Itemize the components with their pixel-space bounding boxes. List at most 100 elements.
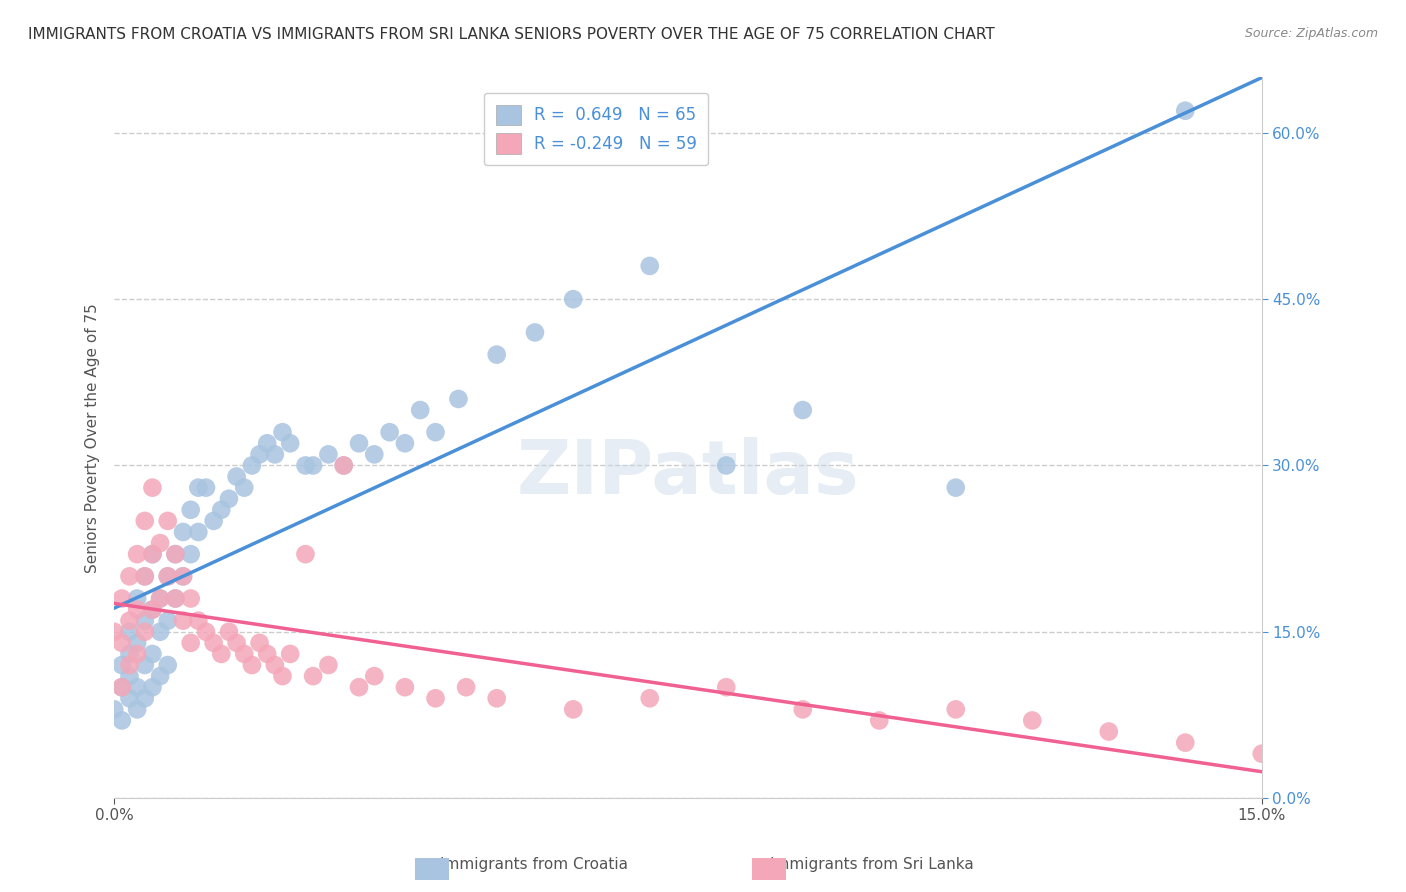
Point [149, 669, 172, 683]
Point [172, 614, 194, 628]
Point [103, 624, 125, 639]
Point [249, 636, 271, 650]
Point [347, 680, 370, 694]
Point [332, 458, 354, 473]
Point [187, 614, 209, 628]
Point [172, 524, 194, 539]
Point [302, 669, 325, 683]
Point [156, 569, 179, 583]
Point [141, 602, 163, 616]
Point [141, 647, 163, 661]
Point [187, 481, 209, 495]
Point [425, 691, 447, 706]
Point [141, 602, 163, 616]
Point [318, 447, 340, 461]
Point [256, 647, 278, 661]
Point [716, 680, 738, 694]
Point [156, 569, 179, 583]
Point [249, 447, 271, 461]
Point [149, 536, 172, 550]
Point [225, 469, 247, 483]
Point [378, 425, 401, 440]
Text: Immigrants from Croatia: Immigrants from Croatia [440, 857, 628, 872]
Point [180, 636, 202, 650]
Point [118, 569, 141, 583]
Point [363, 447, 385, 461]
Point [134, 691, 156, 706]
Point [1098, 724, 1121, 739]
Point [141, 481, 163, 495]
Point [347, 436, 370, 450]
Point [134, 658, 156, 673]
Point [127, 602, 149, 616]
Point [332, 458, 354, 473]
Point [187, 524, 209, 539]
Text: Source: ZipAtlas.com: Source: ZipAtlas.com [1244, 27, 1378, 40]
Point [1021, 714, 1043, 728]
Point [278, 436, 301, 450]
Point [118, 691, 141, 706]
Point [271, 425, 294, 440]
Text: Immigrants from Sri Lanka: Immigrants from Sri Lanka [770, 857, 973, 872]
Point [180, 591, 202, 606]
Point [233, 647, 256, 661]
Point [523, 326, 546, 340]
Point [1174, 103, 1197, 118]
Point [127, 547, 149, 561]
Point [127, 680, 149, 694]
Point [263, 447, 285, 461]
Point [945, 481, 967, 495]
Point [134, 624, 156, 639]
Point [118, 658, 141, 673]
Point [792, 403, 814, 417]
Point [127, 591, 149, 606]
Text: IMMIGRANTS FROM CROATIA VS IMMIGRANTS FROM SRI LANKA SENIORS POVERTY OVER THE AG: IMMIGRANTS FROM CROATIA VS IMMIGRANTS FR… [28, 27, 995, 42]
Point [318, 658, 340, 673]
Point [716, 458, 738, 473]
Point [209, 647, 232, 661]
Point [111, 680, 134, 694]
Point [111, 591, 134, 606]
Point [118, 669, 141, 683]
Point [1174, 736, 1197, 750]
Point [165, 591, 187, 606]
Point [127, 636, 149, 650]
Point [127, 702, 149, 716]
Point [202, 514, 225, 528]
Text: ZIPatlas: ZIPatlas [516, 437, 859, 510]
Point [156, 514, 179, 528]
Point [409, 403, 432, 417]
Point [165, 591, 187, 606]
Point [172, 569, 194, 583]
Point [134, 514, 156, 528]
Point [172, 569, 194, 583]
Point [485, 348, 508, 362]
Point [868, 714, 890, 728]
Point [111, 680, 134, 694]
Point [294, 458, 316, 473]
Point [141, 547, 163, 561]
Point [156, 658, 179, 673]
Point [180, 547, 202, 561]
Point [127, 647, 149, 661]
Point [263, 658, 285, 673]
Point [209, 503, 232, 517]
Point [447, 392, 470, 406]
Point [202, 636, 225, 650]
Point [233, 481, 256, 495]
Point [149, 624, 172, 639]
Point [149, 591, 172, 606]
Point [271, 669, 294, 683]
Point [111, 658, 134, 673]
Point [218, 491, 240, 506]
Point [149, 591, 172, 606]
Point [165, 547, 187, 561]
Point [638, 691, 661, 706]
Point [562, 292, 585, 306]
Point [456, 680, 478, 694]
Point [792, 702, 814, 716]
Legend: R =  0.649   N = 65, R = -0.249   N = 59: R = 0.649 N = 65, R = -0.249 N = 59 [484, 93, 709, 165]
Point [180, 503, 202, 517]
Point [1250, 747, 1272, 761]
Point [141, 547, 163, 561]
